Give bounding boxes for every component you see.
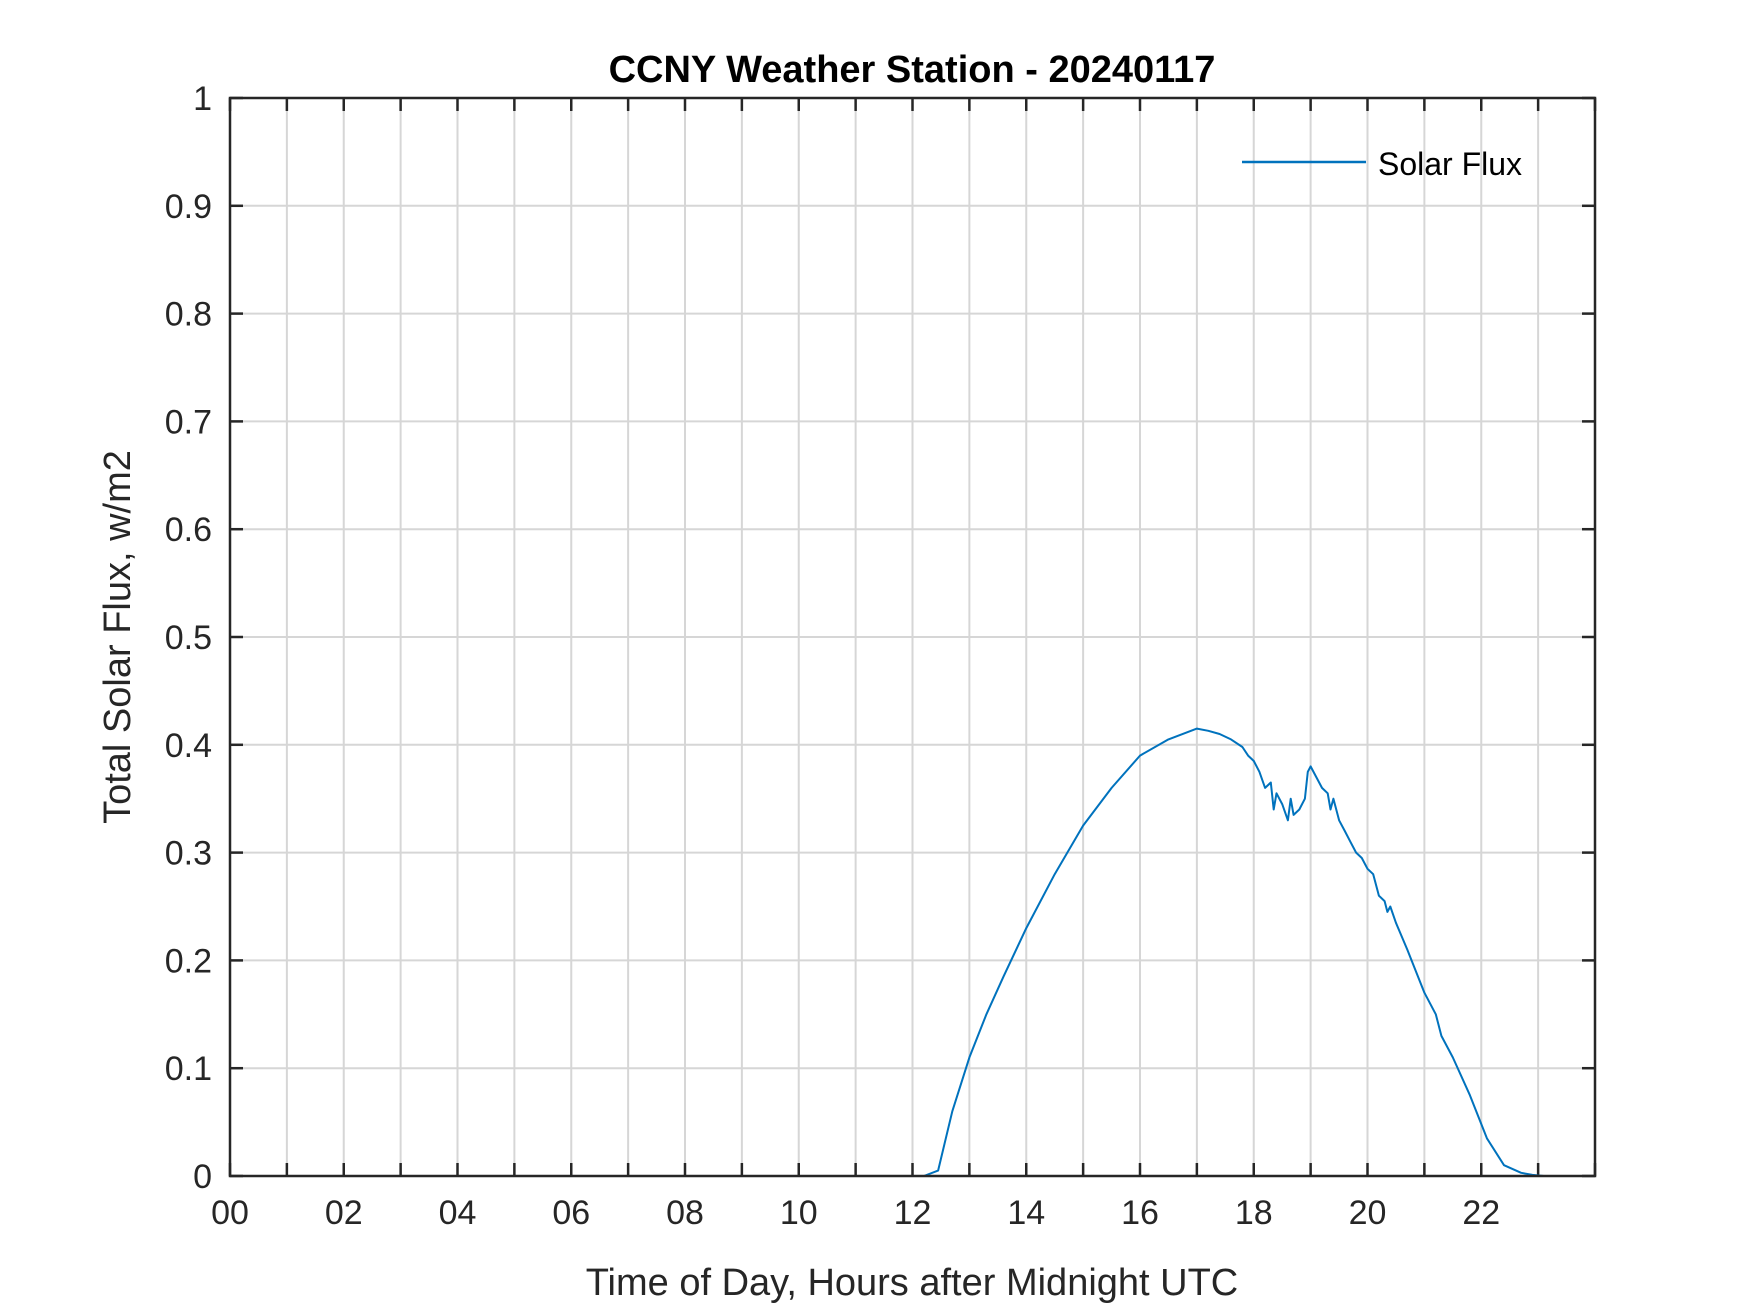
x-tick-label: 22 xyxy=(1462,1194,1500,1232)
series-line-solar-flux xyxy=(230,727,1595,1177)
y-tick-label: 0.9 xyxy=(165,188,212,226)
x-tick-label: 18 xyxy=(1235,1194,1273,1232)
y-tick-label: 0.8 xyxy=(165,296,212,334)
y-tick-label: 0.1 xyxy=(165,1050,212,1088)
grid-layer xyxy=(230,98,1595,1176)
plot-frame xyxy=(228,96,1597,1178)
label-layer: 00 02 04 06 08 10 12 14 16 18 20 22 0 0.1 0.2 0.3 0.4 0.5… xyxy=(165,80,1500,1232)
x-tick-label: 16 xyxy=(1121,1194,1159,1232)
x-tick-label: 04 xyxy=(439,1194,477,1232)
line-layer xyxy=(230,727,1595,1177)
y-tick-label: 0.5 xyxy=(165,619,212,657)
y-tick-label: 1 xyxy=(193,80,212,118)
y-axis-label: Total Solar Flux, w/m2 xyxy=(97,450,139,824)
y-tick-label: 0.4 xyxy=(165,727,212,765)
x-tick-label: 06 xyxy=(552,1194,590,1232)
x-tick-label: 08 xyxy=(666,1194,704,1232)
x-tick-label: 00 xyxy=(211,1194,249,1232)
y-tick-label: 0.7 xyxy=(165,403,212,441)
x-tick-label: 10 xyxy=(780,1194,818,1232)
y-tick-label: 0.3 xyxy=(165,835,212,873)
y-tick-label: 0.6 xyxy=(165,511,212,549)
x-tick-label: 20 xyxy=(1349,1194,1387,1232)
y-tick-label: 0.2 xyxy=(165,942,212,980)
x-tick-label: 14 xyxy=(1007,1194,1045,1232)
x-tick-label: 02 xyxy=(325,1194,363,1232)
y-tick-label: 0 xyxy=(193,1158,212,1196)
x-tick-label: 12 xyxy=(894,1194,932,1232)
legend-label-solar-flux: Solar Flux xyxy=(1378,146,1522,182)
legend: Solar Flux xyxy=(1242,146,1522,182)
chart-title: CCNY Weather Station - 20240117 xyxy=(609,49,1216,91)
x-axis-label: Time of Day, Hours after Midnight UTC xyxy=(586,1262,1239,1304)
